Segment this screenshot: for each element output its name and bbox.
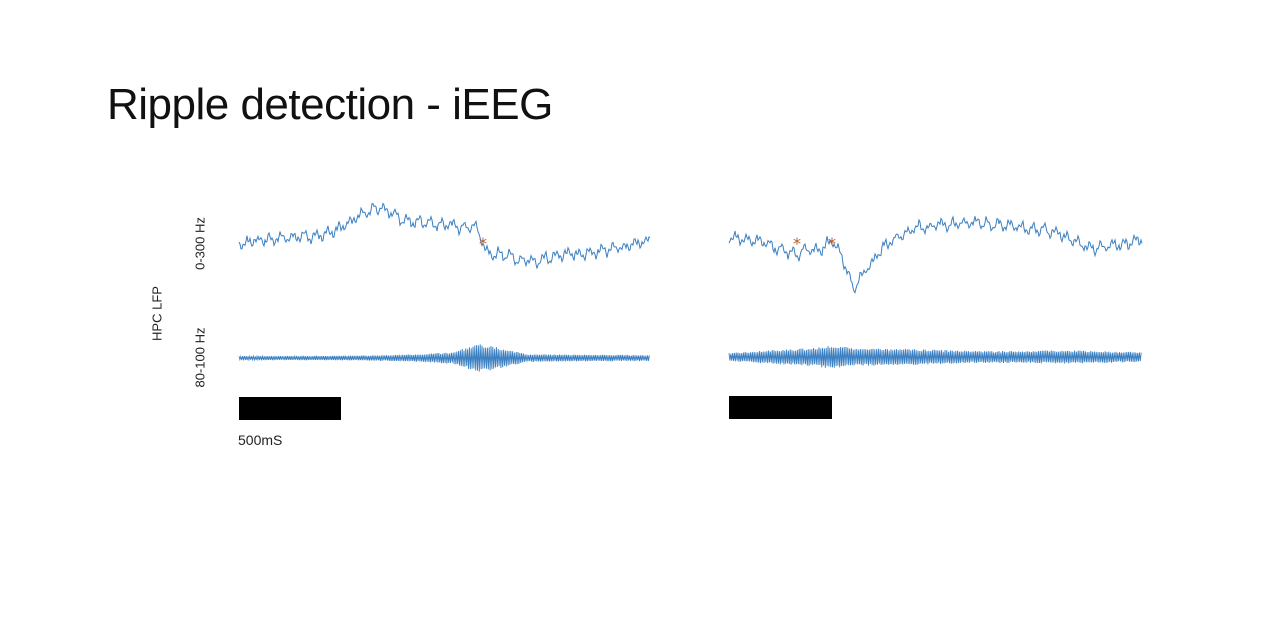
scale-bar-label: 500mS (238, 432, 283, 448)
slide-title: Ripple detection - iEEG (107, 80, 553, 129)
ripple-event-marker: * (793, 234, 801, 253)
ripple-event-marker: * (479, 234, 487, 253)
right-broadband-trace (728, 215, 1143, 294)
right-ripple-band-trace (728, 346, 1142, 368)
panel-right: * * (728, 215, 1143, 419)
scale-bar (729, 396, 832, 419)
panel-left: * (238, 202, 651, 420)
left-ripple-band-trace (238, 344, 650, 372)
left-broadband-trace (238, 202, 651, 269)
scale-bar (239, 397, 341, 420)
ripple-event-marker: * (828, 234, 836, 253)
